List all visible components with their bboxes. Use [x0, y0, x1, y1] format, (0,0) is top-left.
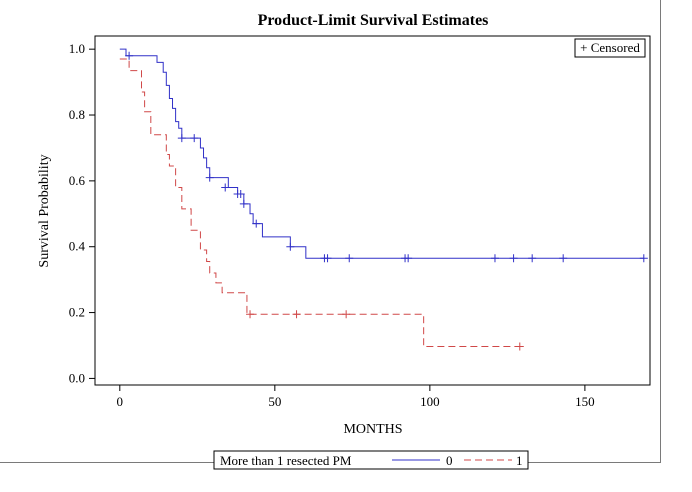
censored-legend-label: + Censored	[580, 40, 640, 55]
censored-mark-series-0	[323, 254, 332, 263]
x-tick-label: 0	[117, 394, 124, 409]
bottom-legend-box	[213, 450, 529, 470]
censored-mark-series-0	[177, 134, 186, 143]
survival-curve-series-0	[119, 48, 644, 259]
censored-mark-series-1	[292, 310, 301, 319]
y-tick-label: 0.4	[69, 239, 86, 254]
series-0	[119, 48, 648, 263]
censored-mark-series-0	[559, 254, 568, 263]
censored-legend-box: + Censored	[574, 38, 646, 58]
series-1	[119, 58, 524, 351]
legend-title: More than 1 resected PM	[220, 453, 352, 468]
x-tick-label: 150	[575, 394, 595, 409]
censored-mark-series-0	[190, 134, 199, 143]
censored-mark-series-1	[515, 342, 524, 351]
censored-mark-series-0	[509, 254, 518, 263]
survival-curve-series-1	[119, 58, 520, 347]
censored-mark-series-1	[246, 310, 255, 319]
x-axis-title: MONTHS	[343, 422, 402, 437]
y-axis-title: Survival Probability	[37, 154, 52, 267]
censored-mark-series-0	[125, 51, 134, 60]
x-axis-ticks: 0 50 100 150	[117, 385, 595, 409]
plot-area-frame	[94, 35, 651, 386]
x-tick-label: 50	[268, 394, 281, 409]
censored-mark-series-0	[205, 173, 214, 182]
y-tick-label: 0.8	[69, 107, 85, 122]
legend-label-series-1: 1	[516, 453, 523, 468]
y-tick-label: 0.0	[69, 370, 85, 385]
bottom-legend: More than 1 resected PM 0 1	[213, 450, 529, 470]
censored-mark-series-0	[221, 183, 230, 192]
censored-mark-series-1	[342, 310, 351, 319]
chart-title: Product-Limit Survival Estimates	[258, 12, 489, 29]
legend-label-series-0: 0	[446, 453, 453, 468]
censored-mark-series-0	[239, 199, 248, 208]
censored-mark-series-0	[286, 242, 295, 251]
series-layer	[119, 48, 648, 351]
x-tick-label: 100	[420, 394, 440, 409]
censored-mark-series-0	[404, 254, 413, 263]
censored-mark-series-0	[490, 254, 499, 263]
y-tick-label: 1.0	[69, 41, 85, 56]
y-tick-label: 0.6	[69, 173, 86, 188]
censored-mark-series-0	[345, 254, 354, 263]
censored-mark-series-0	[528, 254, 537, 263]
frame-right-border	[660, 0, 661, 463]
y-axis-ticks: 0.0 0.2 0.4 0.6 0.8 1.0	[69, 41, 95, 385]
censored-mark-series-0	[639, 254, 648, 263]
y-tick-label: 0.2	[69, 305, 85, 320]
censored-mark-series-0	[236, 190, 245, 199]
censored-mark-series-0	[252, 219, 261, 228]
